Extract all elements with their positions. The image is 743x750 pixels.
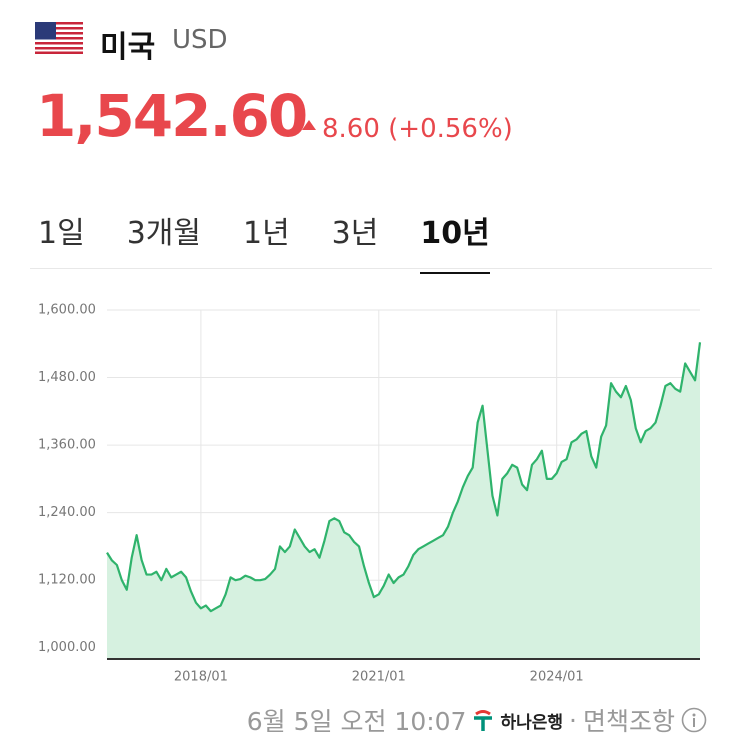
info-icon[interactable]	[681, 707, 707, 733]
y-tick-label: 1,360.00	[38, 438, 96, 453]
price-change: 8.60 (+0.56%)	[322, 114, 513, 144]
x-tick-label: 2021/01	[352, 670, 406, 685]
price-line	[106, 342, 702, 613]
country-name: 미국	[100, 30, 156, 65]
change-percent: (+0.56%)	[388, 114, 513, 144]
flag-icon	[35, 22, 83, 54]
x-tick-label: 2018/01	[174, 670, 228, 685]
y-tick-label: 1,000.00	[38, 640, 96, 655]
period-tab[interactable]: 1년	[242, 216, 290, 251]
period-tab[interactable]: 10년	[420, 208, 490, 274]
bank-logo	[474, 710, 493, 731]
y-tick-label: 1,600.00	[38, 303, 96, 318]
footer: 6월 5일 오전 10:07 하나은행 · 면책조항	[247, 702, 707, 738]
bank-name: 하나은행	[500, 712, 564, 733]
chart: 1,000.00 1,120.00 1,240.00 1,360.00 1,480.00…	[38, 303, 702, 685]
price: 1,542.60	[36, 82, 308, 150]
period-tabs: 1일 3개월 1년 3년 10년	[38, 208, 490, 274]
currency-code: USD	[172, 25, 228, 55]
area-fill	[107, 342, 700, 659]
timestamp: 6월 5일 오전 10:07	[246, 707, 467, 736]
period-tab[interactable]: 1일	[38, 216, 85, 251]
period-tab[interactable]: 3년	[331, 216, 379, 251]
divider	[30, 268, 712, 269]
period-tab[interactable]: 3개월	[126, 216, 201, 251]
x-tick-label: 2024/01	[530, 670, 584, 685]
disclaimer-link[interactable]: 면책조항	[582, 707, 675, 736]
separator: ·	[569, 705, 577, 735]
y-tick-label: 1,240.00	[38, 505, 96, 520]
y-tick-label: 1,120.00	[38, 573, 96, 588]
y-tick-label: 1,480.00	[38, 370, 96, 385]
up-arrow	[302, 120, 316, 130]
change-amount: 8.60	[322, 114, 380, 144]
